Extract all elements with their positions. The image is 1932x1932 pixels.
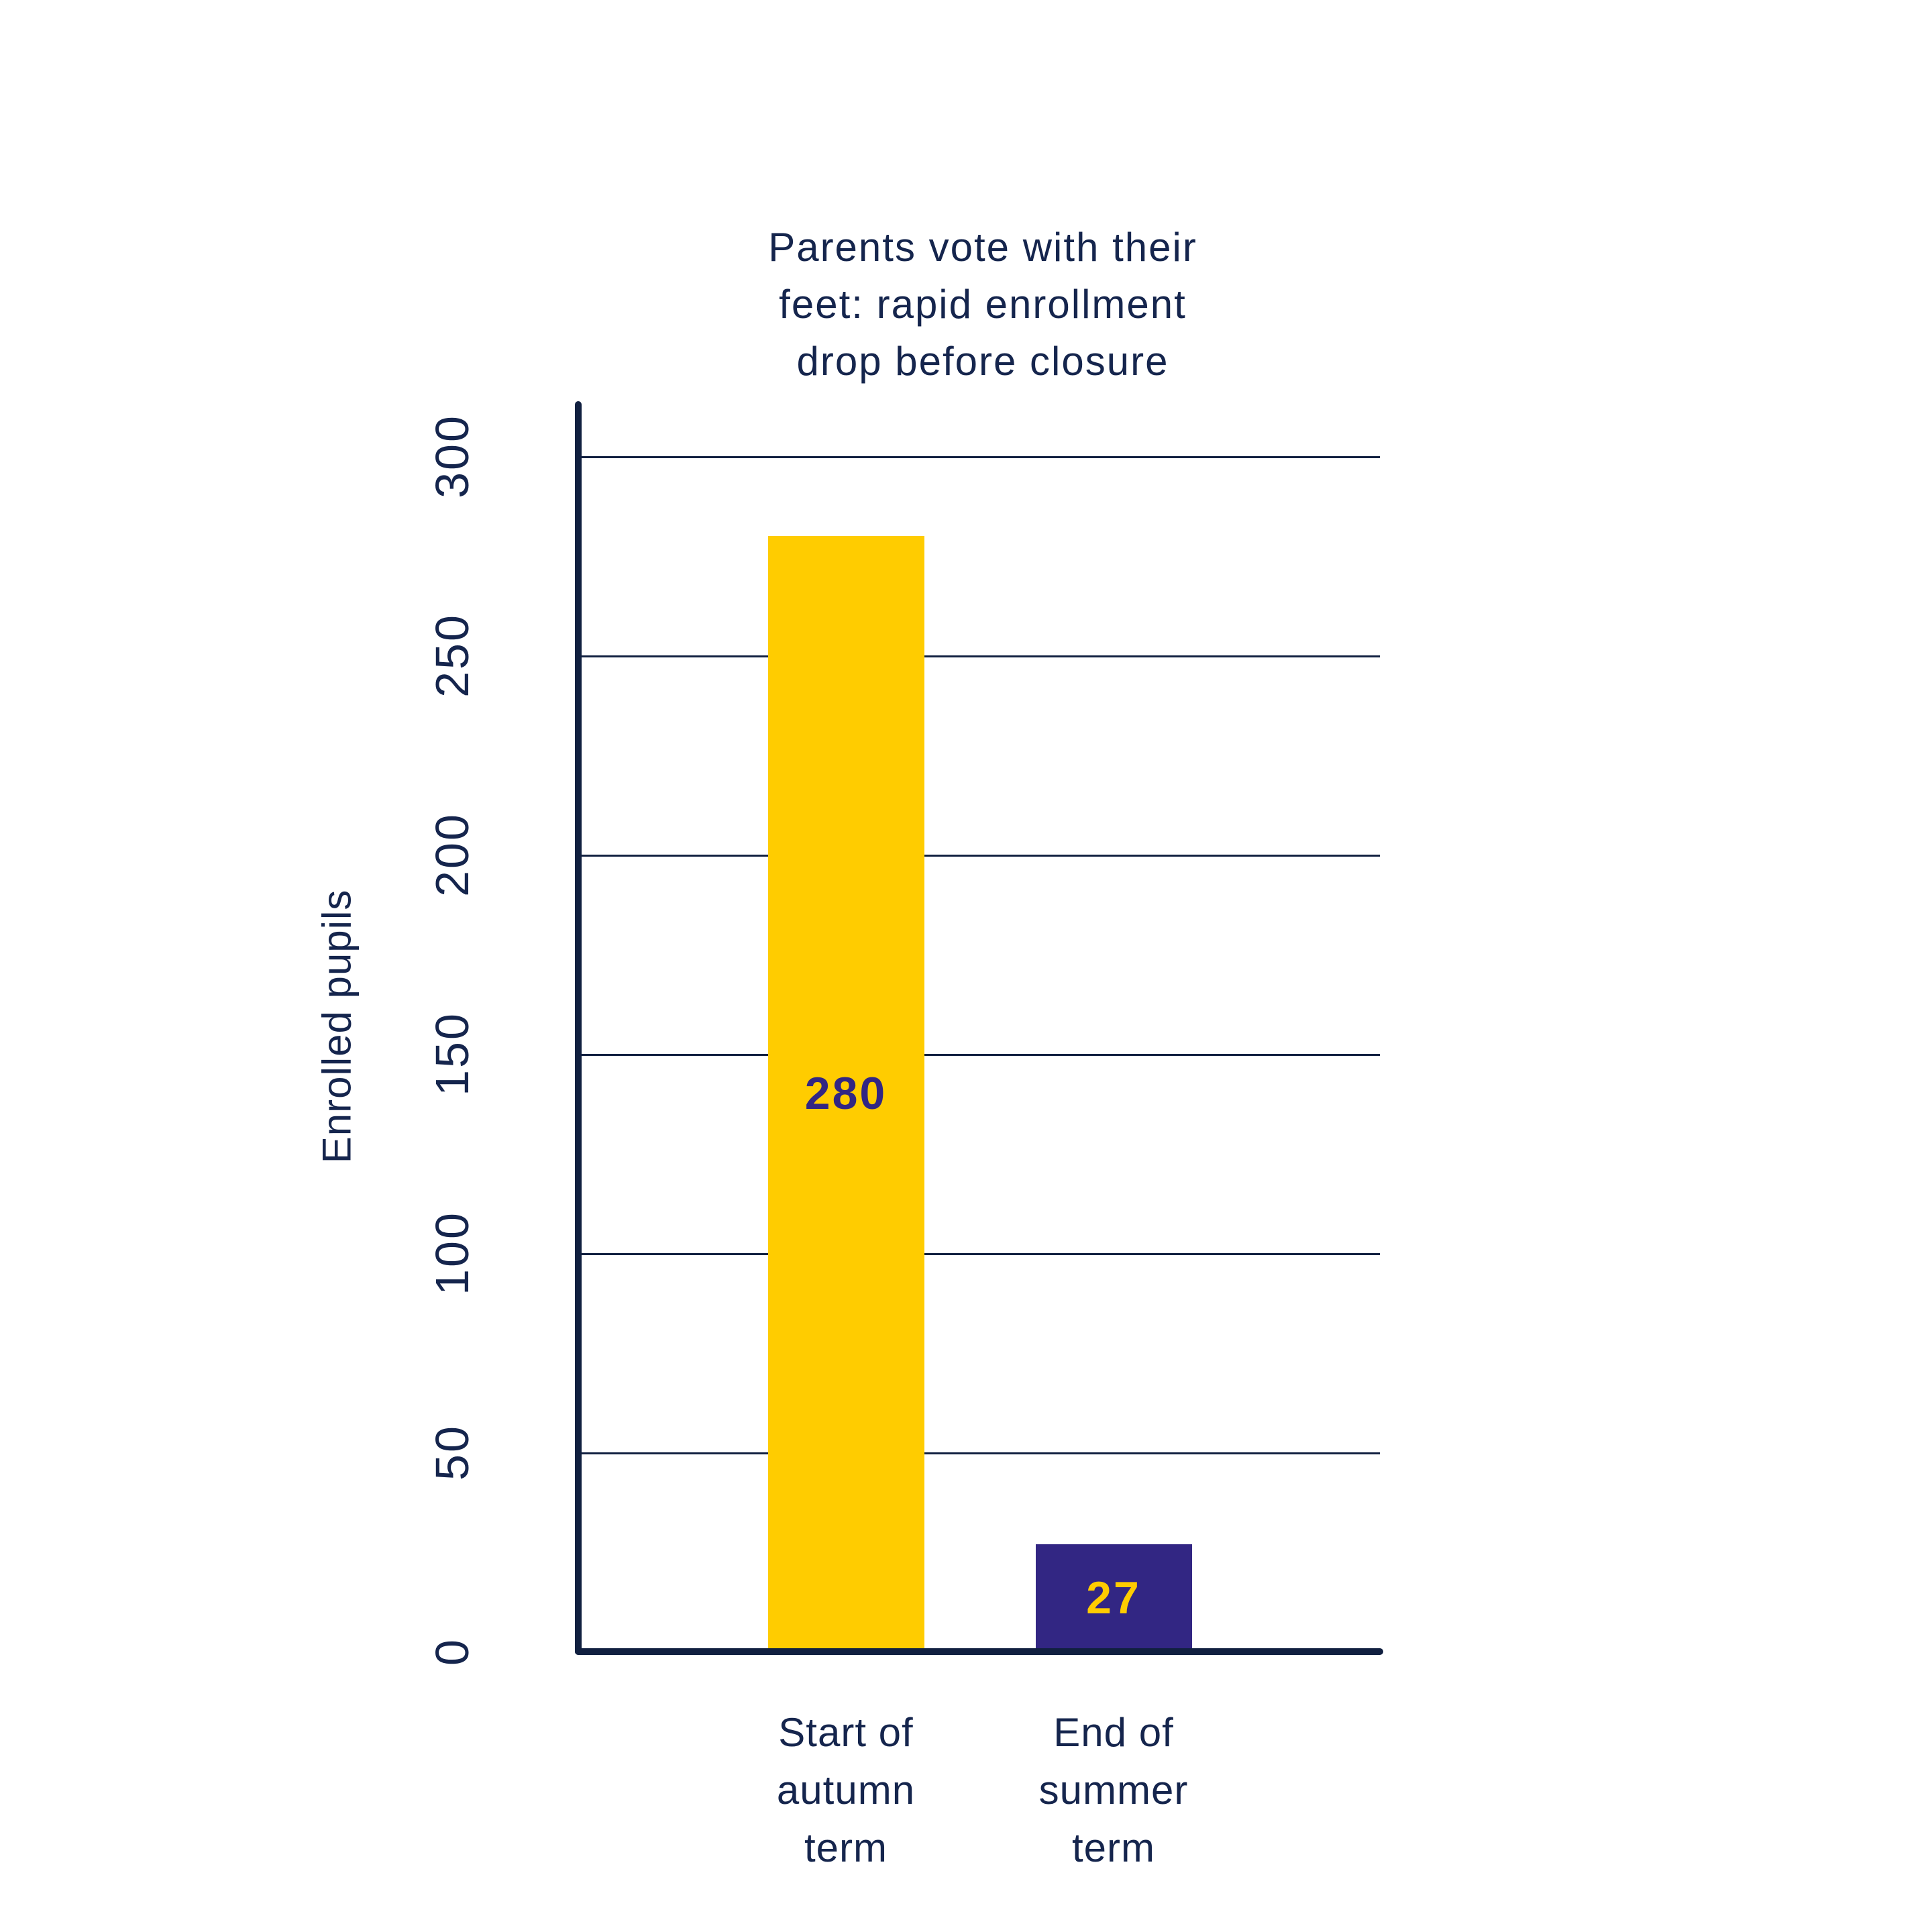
y-tick-label-100: 100 bbox=[426, 1211, 478, 1295]
bar-value-label-280: 280 bbox=[804, 1068, 888, 1120]
gridline-100 bbox=[582, 1253, 1380, 1255]
gridline-300 bbox=[582, 456, 1380, 458]
gridline-50 bbox=[582, 1452, 1380, 1454]
plot-area bbox=[575, 401, 1383, 1655]
bar-start-of-autumn-term bbox=[767, 535, 924, 1652]
gridline-250 bbox=[582, 655, 1380, 657]
gridline-150 bbox=[582, 1054, 1380, 1056]
x-tick-label-end-of-summer-term: End of summer term bbox=[1038, 1710, 1189, 1870]
y-tick-label-300: 300 bbox=[426, 414, 478, 498]
y-tick-label-50: 50 bbox=[426, 1424, 478, 1481]
y-axis-spine bbox=[575, 401, 582, 1655]
chart-title: Parents vote with their feet: rapid enro… bbox=[768, 225, 1197, 384]
x-tick-label-start-of-autumn-term: Start of autumn term bbox=[776, 1710, 916, 1870]
y-tick-label-200: 200 bbox=[426, 812, 478, 897]
y-tick-label-150: 150 bbox=[426, 1012, 478, 1096]
y-tick-label-250: 250 bbox=[426, 613, 478, 698]
bar-value-label-27: 27 bbox=[1086, 1572, 1141, 1623]
y-axis-label: Enrolled pupils bbox=[314, 889, 360, 1164]
x-axis-spine bbox=[575, 1648, 1383, 1655]
bar-end-of-summer-term bbox=[1035, 1544, 1192, 1652]
gridline-200 bbox=[582, 855, 1380, 857]
y-tick-label-0: 0 bbox=[426, 1638, 478, 1666]
